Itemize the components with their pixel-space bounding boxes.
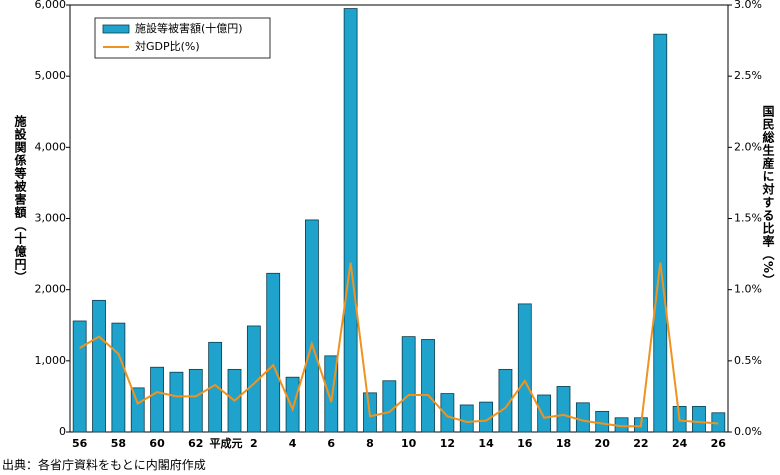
x-tick-label: 4 [289,437,297,450]
x-tick-label: 6 [327,437,335,450]
bar [246,325,261,433]
x-tick-label: 18 [556,437,571,450]
y2-tick-label: 0.0% [734,425,762,438]
y2-tick-label: 2.5% [734,69,762,82]
bar [208,341,223,433]
bar [72,320,87,433]
bar [305,219,319,433]
y-tick-label: 4,000 [35,140,67,153]
y2-tick-label: 2.0% [734,140,762,153]
y-tick-label: 3,000 [35,212,67,225]
plot-area [69,4,729,433]
x-tick-label: 22 [633,437,648,450]
y-tick-label: 2,000 [35,283,67,296]
y-tick-label: 0 [59,425,66,438]
legend-label: 施設等被害額(十億円) [135,21,243,35]
bar [517,303,532,433]
bar [92,299,106,433]
x-tick-label: 平成元 [210,436,243,450]
y-tick-label: 6,000 [35,0,67,11]
bar [498,368,513,433]
bar [285,376,300,433]
x-tick-label: 60 [149,437,165,450]
legend-label: 対GDP比(%) [135,39,200,53]
y-tick-label: 1,000 [35,354,67,367]
bar [401,336,416,433]
x-tick-label: 10 [401,437,417,450]
bar [150,366,164,433]
bar [188,368,203,433]
x-tick-label: 16 [517,437,533,450]
bar [575,402,590,433]
x-tick-label: 26 [711,437,727,450]
y-tick-label: 5,000 [35,69,67,82]
x-tick-label: 58 [111,437,126,450]
x-tick-label: 2 [250,437,258,450]
y2-tick-label: 1.5% [734,212,762,225]
bar [537,394,552,433]
bar [653,33,668,433]
bar [595,410,610,433]
x-tick-label: 12 [440,437,455,450]
x-tick-label: 56 [72,437,88,450]
bar [421,339,435,433]
y2-tick-label: 3.0% [734,0,762,11]
bar [343,8,358,433]
bar [169,371,184,433]
bar [440,393,455,433]
bar [382,380,397,433]
line [79,262,719,428]
x-tick-label: 62 [188,437,203,450]
x-tick-label: 20 [595,437,611,450]
y2-tick-label: 0.5% [734,354,762,367]
bar [111,322,126,433]
bar [266,272,281,433]
source-note: 出典：各省庁資料をもとに内閣府作成 [2,458,206,472]
bar [556,386,571,433]
legend-swatch [102,24,130,34]
y-axis-label: 施設関係等被害額（十億円） [13,115,27,284]
x-tick-label: 24 [672,437,688,450]
y2-axis-label: 国民総生産に対する比率（%） [761,105,775,288]
y2-tick-label: 1.0% [734,283,762,296]
bar [692,405,706,433]
bar [459,404,474,433]
x-tick-label: 14 [478,437,494,450]
x-tick-label: 8 [366,437,374,450]
bar [130,387,145,433]
